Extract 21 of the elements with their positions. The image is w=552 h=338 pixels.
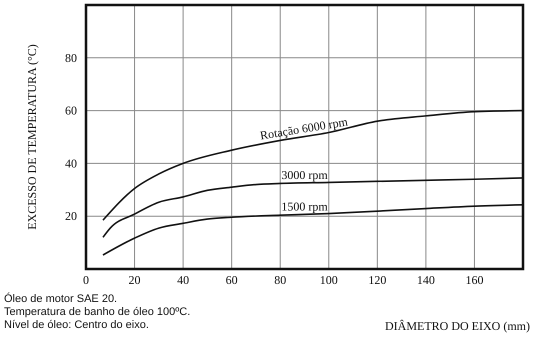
x-tick-label: 0 [83, 273, 89, 287]
text: Temperatura de banho de óleo 100ºC. [4, 306, 190, 318]
x-tick-label: 80 [274, 273, 286, 287]
x-tick-label: 160 [465, 273, 484, 287]
y-tick-label: 40 [65, 156, 77, 170]
text: Rotação 6000 rpm [258, 114, 350, 143]
y-tick-label: 60 [65, 104, 77, 118]
y-tick-label: 20 [65, 209, 77, 224]
x-tick-label: 120 [368, 273, 386, 287]
x-tick-label: 40 [177, 273, 190, 287]
x-axis-title: DIÂMETRO DO EIXO (mm) [385, 319, 530, 333]
x-tick-label: 140 [416, 273, 435, 287]
series-label: 1500 rpm [281, 199, 328, 214]
text: Nível de óleo: Centro do eixo. [4, 319, 149, 331]
x-tick-label: 20 [128, 273, 141, 287]
x-tick-label: 60 [226, 273, 238, 287]
series-label: 3000 rpm [281, 168, 328, 182]
y-axis-title: EXCESSO DE TEMPERATURA (°C) [25, 44, 39, 230]
text: Óleo de motor SAE 20. [4, 292, 118, 305]
y-tick-label: 80 [65, 50, 77, 65]
x-tick-label: 100 [320, 273, 338, 287]
